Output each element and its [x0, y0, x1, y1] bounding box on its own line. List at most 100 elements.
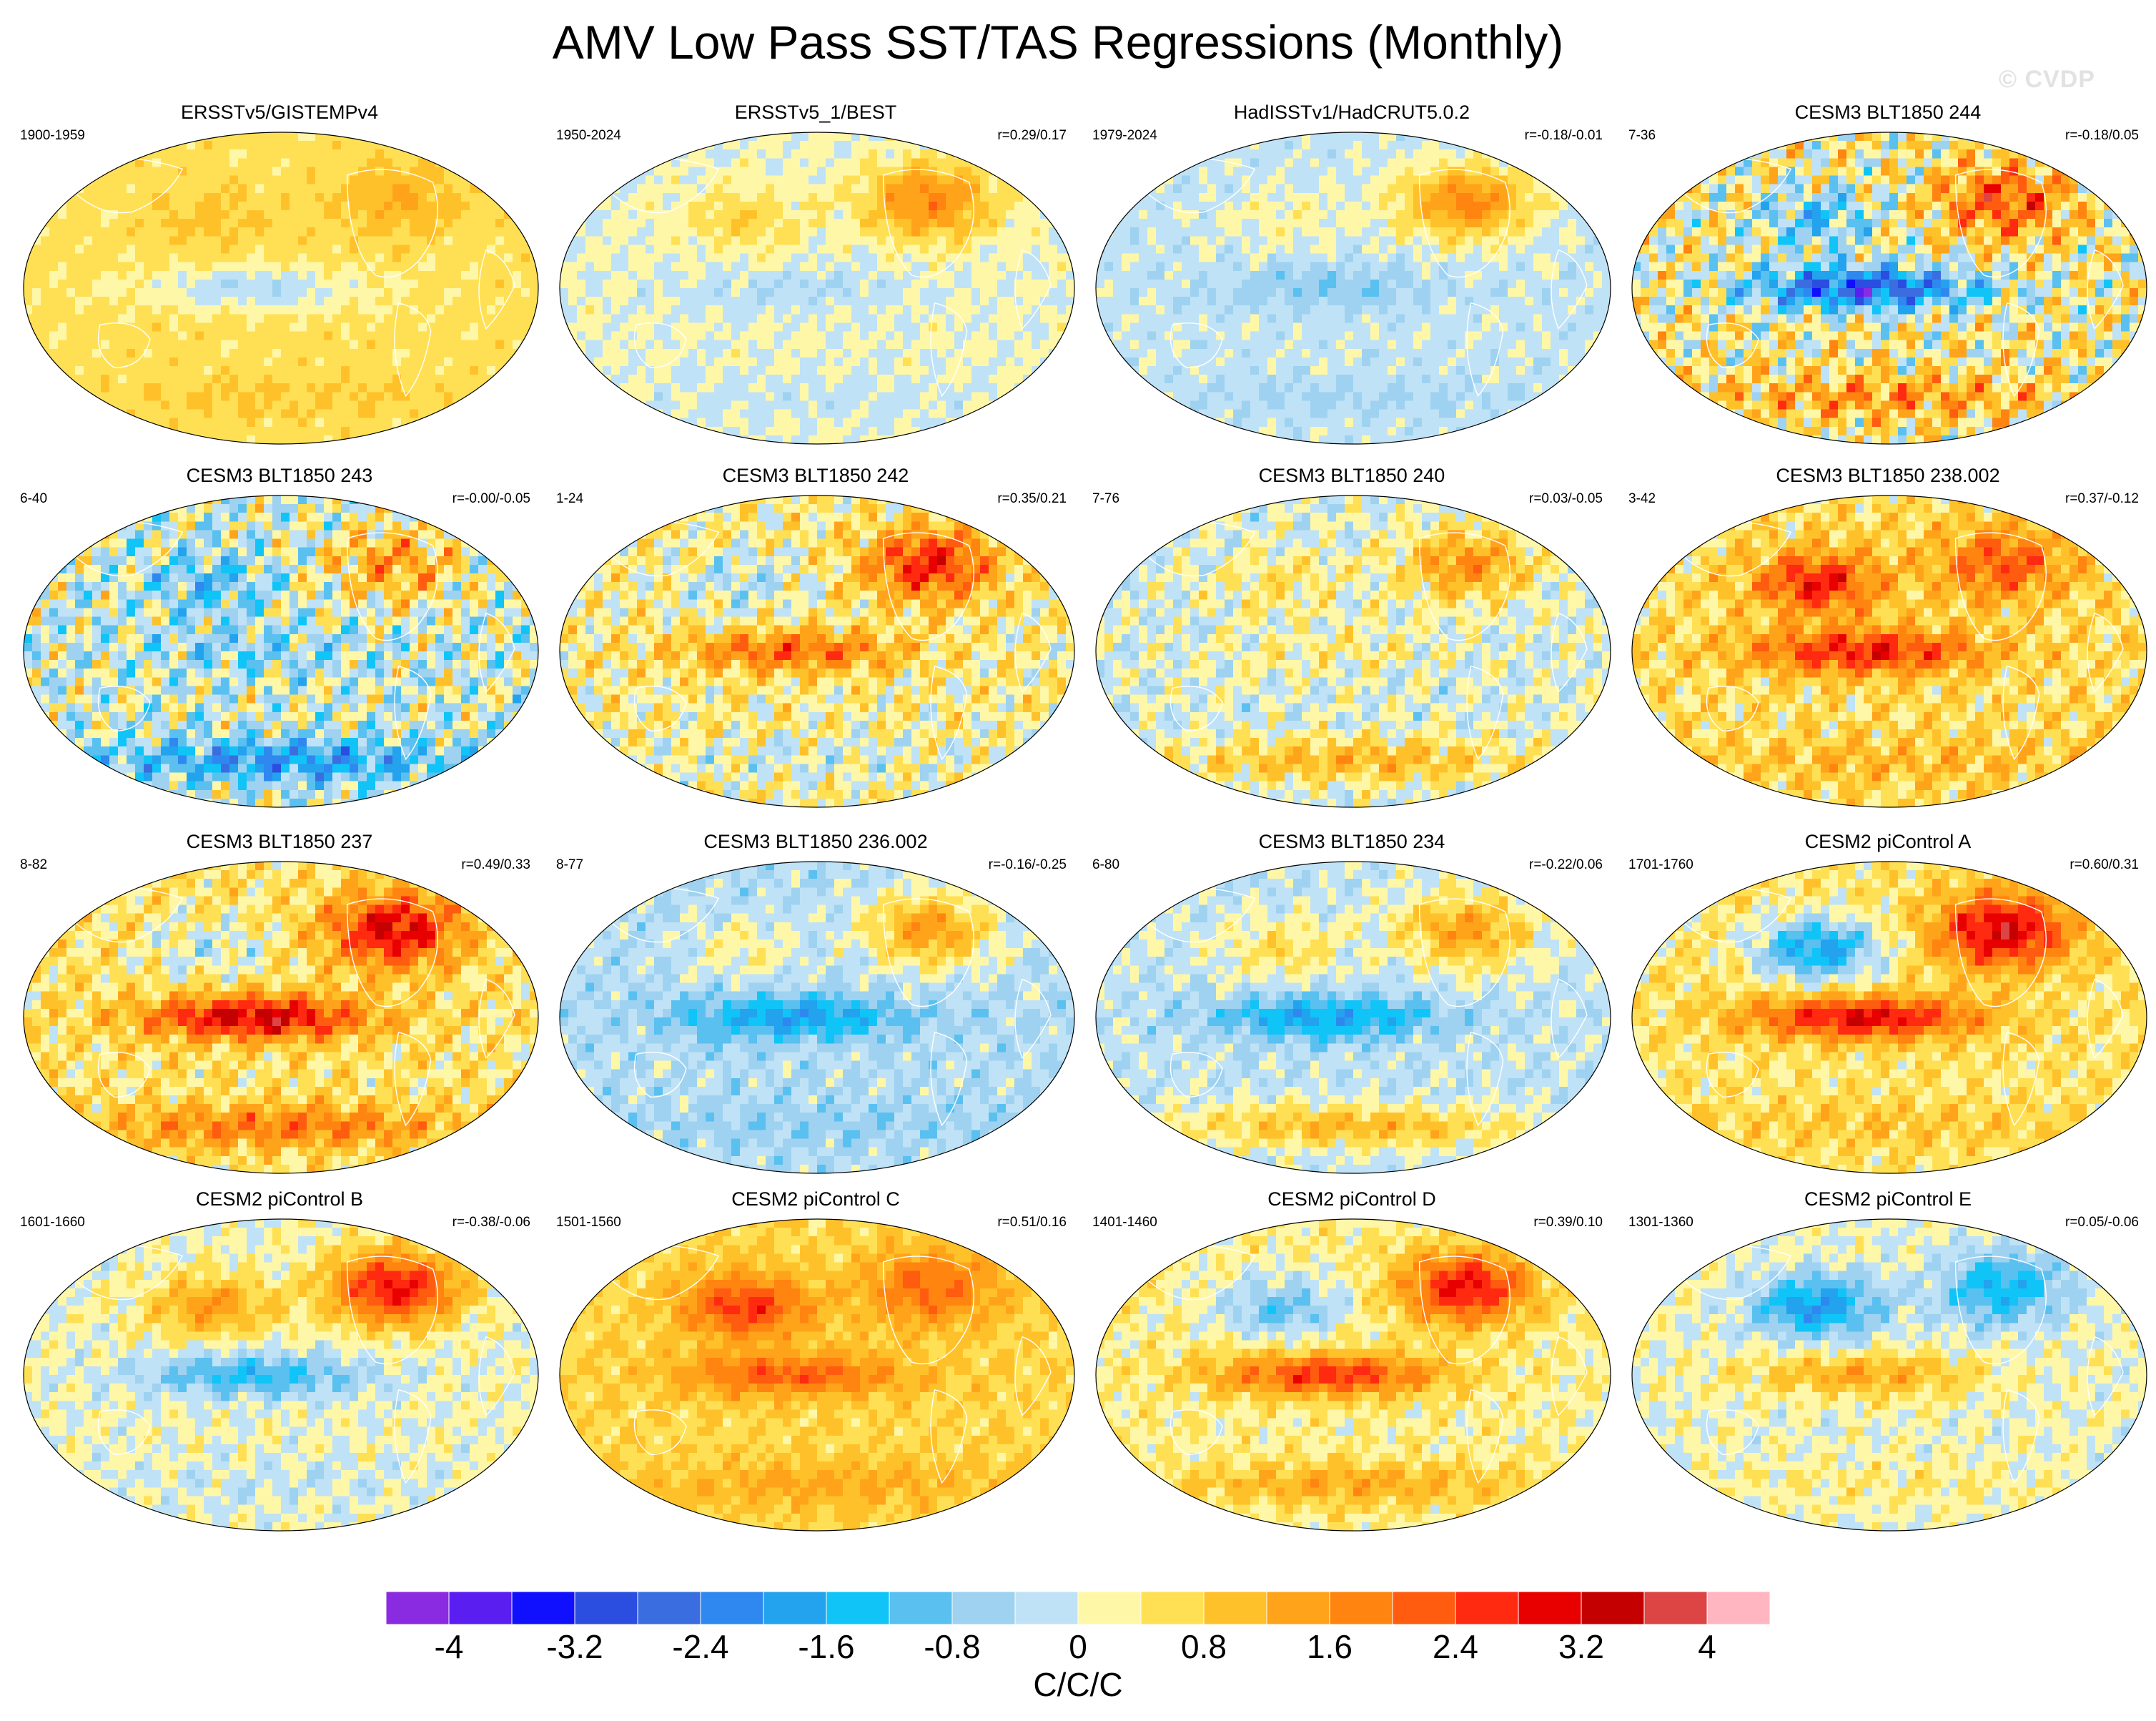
grid-cell	[611, 366, 620, 375]
grid-cell	[1490, 175, 1500, 185]
grid-cell	[1533, 132, 1543, 142]
grid-cell	[688, 184, 698, 194]
grid-cell	[195, 141, 204, 150]
grid-cell	[264, 158, 273, 168]
grid-cell	[663, 383, 672, 393]
grid-cell	[766, 184, 775, 194]
grid-cell	[332, 270, 342, 280]
grid-cell	[324, 357, 333, 367]
grid-cell	[101, 236, 110, 246]
grid-cell	[229, 132, 239, 142]
grid-cell	[680, 392, 689, 402]
grid-cell	[1362, 167, 1371, 177]
grid-cell	[204, 158, 213, 168]
grid-cell	[783, 132, 792, 142]
grid-cell	[748, 141, 758, 150]
grid-cell	[723, 314, 732, 324]
grid-cell	[1207, 219, 1217, 228]
grid-cell	[41, 297, 50, 306]
grid-cell	[851, 253, 861, 263]
grid-cell	[1164, 158, 1174, 168]
grid-cell	[997, 297, 1007, 306]
grid-cell	[1233, 192, 1242, 202]
grid-cell	[247, 236, 256, 246]
grid-cell	[1465, 184, 1474, 194]
grid-cell	[1533, 149, 1543, 159]
grid-cell	[706, 175, 715, 185]
grid-cell	[307, 418, 316, 428]
grid-cell	[706, 210, 715, 220]
grid-cell	[358, 192, 367, 202]
grid-cell	[401, 219, 410, 228]
grid-cell	[247, 184, 256, 194]
grid-cell	[1542, 192, 1551, 202]
grid-cell	[264, 192, 273, 202]
grid-cell	[800, 348, 809, 358]
grid-cell	[680, 192, 689, 202]
grid-cell	[1104, 141, 1114, 150]
grid-cell	[851, 210, 861, 220]
grid-cell	[401, 348, 410, 358]
grid-cell	[1032, 340, 1041, 350]
grid-cell	[997, 227, 1007, 237]
grid-cell	[341, 201, 350, 211]
grid-cell	[1490, 192, 1500, 202]
grid-cell	[826, 210, 835, 220]
grid-cell	[834, 400, 844, 410]
grid-cell	[530, 409, 538, 419]
grid-cell	[1285, 210, 1294, 220]
grid-cell	[118, 132, 127, 142]
grid-cell	[178, 253, 187, 263]
grid-cell	[461, 400, 470, 410]
grid-cell	[1327, 141, 1337, 150]
grid-cell	[577, 375, 586, 384]
grid-cell	[697, 435, 706, 444]
grid-cell	[603, 253, 612, 263]
grid-cell	[221, 262, 230, 272]
grid-cell	[75, 132, 84, 142]
grid-cell	[324, 253, 333, 263]
grid-cell	[375, 149, 385, 159]
grid-cell	[212, 357, 222, 367]
grid-cell	[929, 149, 938, 159]
grid-cell	[513, 270, 522, 280]
grid-cell	[577, 426, 586, 436]
grid-cell	[723, 167, 732, 177]
grid-cell	[1199, 201, 1208, 211]
grid-cell	[954, 392, 964, 402]
grid-cell	[118, 184, 127, 194]
grid-cell	[783, 149, 792, 159]
grid-cell	[221, 409, 230, 419]
grid-cell	[41, 175, 50, 185]
grid-cell	[1006, 331, 1015, 341]
grid-cell	[800, 270, 809, 280]
grid-cell	[937, 357, 946, 367]
grid-cell	[817, 210, 826, 220]
grid-cell	[384, 418, 393, 428]
grid-cell	[740, 132, 749, 142]
grid-cell	[740, 288, 749, 297]
grid-cell	[1173, 219, 1182, 228]
grid-cell	[980, 409, 989, 419]
grid-cell	[671, 201, 681, 211]
grid-cell	[834, 322, 844, 332]
grid-cell	[101, 262, 110, 272]
grid-cell	[654, 426, 663, 436]
grid-cell	[1422, 201, 1431, 211]
grid-cell	[410, 210, 419, 220]
grid-cell	[680, 305, 689, 315]
grid-cell	[1023, 426, 1032, 436]
grid-cell	[221, 201, 230, 211]
grid-cell	[826, 409, 835, 419]
grid-cell	[937, 375, 946, 384]
grid-cell	[954, 305, 964, 315]
grid-cell	[41, 366, 50, 375]
grid-cell	[101, 192, 110, 202]
grid-cell	[620, 435, 629, 444]
grid-cell	[435, 149, 445, 159]
grid-cell	[989, 175, 998, 185]
grid-cell	[1576, 158, 1586, 168]
grid-cell	[877, 392, 886, 402]
grid-cell	[272, 375, 282, 384]
grid-cell	[843, 305, 852, 315]
